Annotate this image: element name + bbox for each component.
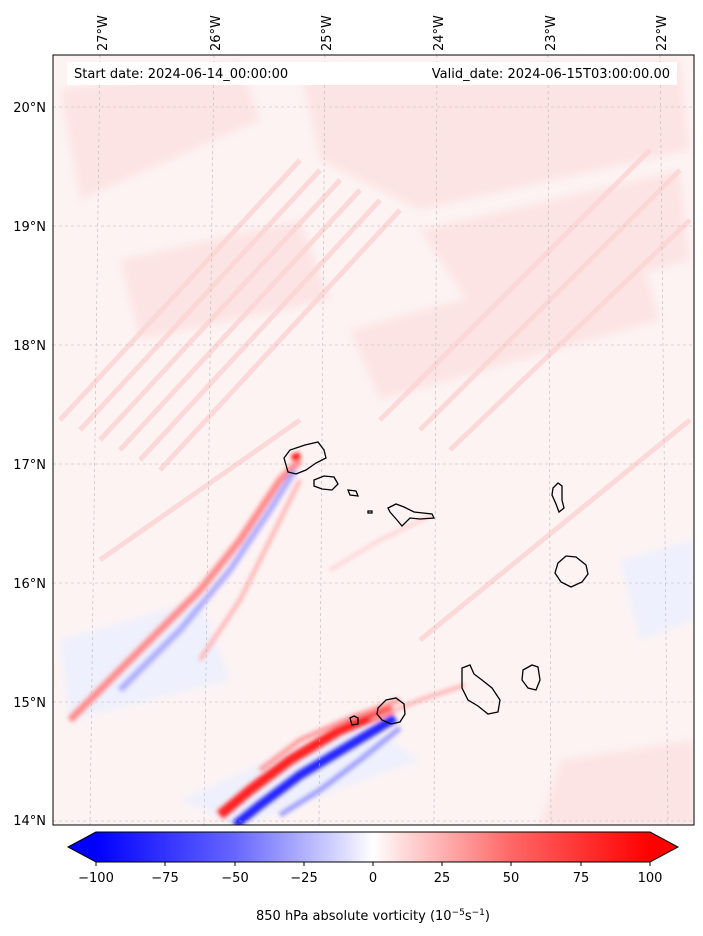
colorbar-tick-label: −100 — [78, 871, 114, 886]
lon-label-22w: 22°W — [655, 15, 670, 51]
lat-label-14n: 14°N — [13, 814, 46, 829]
colorbar-tick-label: 50 — [503, 871, 520, 886]
lat-label-15n: 15°N — [13, 696, 46, 711]
colorbar-tick-label: 0 — [369, 871, 377, 886]
colorbar-title-exp2: −1 — [472, 908, 485, 918]
colorbar-gradient — [96, 832, 650, 862]
colorbar-tick-label: −75 — [151, 871, 178, 886]
island-boavista — [554, 555, 589, 588]
island-sal — [551, 482, 565, 514]
colorbar-tick-label: 100 — [638, 871, 663, 886]
colorbar-title-main: 850 hPa absolute vorticity (10 — [256, 909, 452, 924]
colorbar-ticks — [95, 862, 651, 866]
colorbar-title: 850 hPa absolute vorticity (10−5s−1) — [256, 908, 490, 924]
island-santa-luzia — [346, 489, 360, 497]
longitude-labels: 27°W 26°W 25°W 24°W 23°W 22°W — [96, 15, 670, 51]
info-box — [67, 62, 677, 85]
map-frame — [52, 54, 695, 826]
colorbar-title-exp1: −5 — [452, 908, 465, 918]
lat-label-19n: 19°N — [13, 220, 46, 235]
lat-label-17n: 17°N — [13, 458, 46, 473]
island-maio — [521, 664, 541, 691]
colorbar-max-extend — [650, 832, 678, 862]
colorbar-title-unit: s — [465, 909, 472, 924]
colorbar-tick-label: 75 — [573, 871, 590, 886]
island-brava — [349, 715, 359, 726]
lat-label-16n: 16°N — [13, 577, 46, 592]
island-santiago — [461, 664, 501, 715]
colorbar-tick-label: 25 — [434, 871, 451, 886]
valid-date-label: Valid_date: 2024-06-15T03:00:00.00 — [432, 67, 670, 82]
island-fogo — [376, 697, 406, 725]
weak-positive-vorticity — [60, 60, 694, 825]
lon-label-27w: 27°W — [96, 15, 111, 51]
lat-label-20n: 20°N — [13, 101, 46, 116]
island-wake-east — [290, 452, 466, 722]
island-wake-south — [216, 697, 402, 825]
coastlines — [283, 441, 589, 726]
start-date-label: Start date: 2024-06-14_00:00:00 — [74, 67, 288, 82]
island-sao-vicente — [313, 475, 339, 491]
lon-label-26w: 26°W — [209, 15, 224, 51]
lon-label-24w: 24°W — [432, 15, 447, 51]
latitude-labels: 20°N 19°N 18°N 17°N 16°N 15°N 14°N — [13, 101, 46, 829]
lat-label-18n: 18°N — [13, 339, 46, 354]
colorbar-title-end: ) — [485, 909, 490, 924]
colorbar-tick-label: −25 — [290, 871, 317, 886]
lon-label-25w: 25°W — [320, 15, 335, 51]
gravity-wave-streaks — [58, 148, 692, 642]
island-islet — [367, 510, 373, 514]
lon-label-23w: 23°W — [544, 15, 559, 51]
island-sao-nicolau — [387, 503, 436, 527]
graticule — [53, 55, 694, 825]
colorbar-min-extend — [68, 832, 96, 862]
vorticity-field — [53, 55, 694, 825]
colorbar: −100 −75 −50 −25 0 25 50 75 100 850 hPa … — [66, 831, 680, 924]
island-wake-north — [67, 457, 303, 723]
colorbar-tick-label: −50 — [221, 871, 248, 886]
island-santo-antao — [283, 441, 327, 475]
